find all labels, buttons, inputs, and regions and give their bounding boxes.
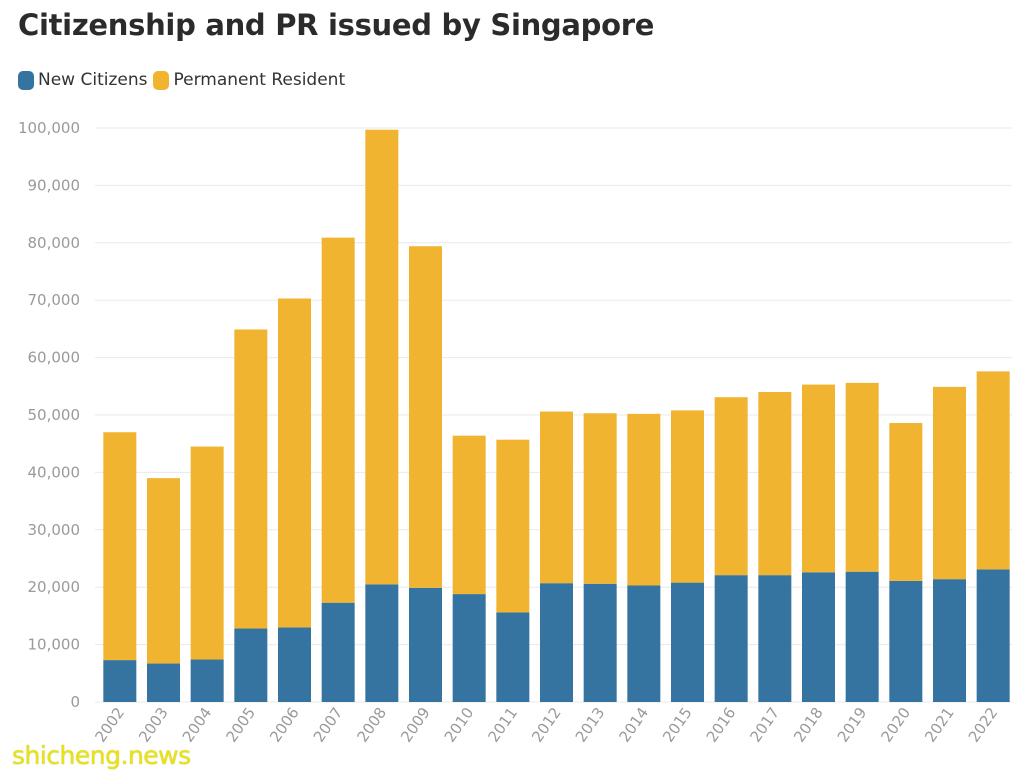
legend-label-new-citizens: New Citizens bbox=[38, 70, 148, 90]
legend-item-permanent-resident: Permanent Resident bbox=[153, 70, 345, 90]
legend-swatch-new-citizens bbox=[18, 70, 34, 90]
bar-permanent-resident bbox=[758, 392, 792, 576]
bar-new-citizens bbox=[103, 660, 137, 702]
bar-permanent-resident bbox=[190, 446, 224, 660]
chart-title: Citizenship and PR issued by Singapore bbox=[18, 8, 655, 42]
bar-new-citizens bbox=[190, 659, 224, 702]
bar-permanent-resident bbox=[540, 411, 573, 584]
x-tick-label: 2011 bbox=[484, 704, 521, 746]
bar-permanent-resident bbox=[845, 382, 879, 572]
bar-new-citizens bbox=[452, 594, 486, 702]
bar-permanent-resident bbox=[976, 371, 1010, 570]
bar-new-citizens bbox=[321, 602, 355, 702]
y-tick-label: 100,000 bbox=[18, 119, 80, 137]
chart-legend: New Citizens Permanent Resident bbox=[18, 70, 351, 90]
bar-new-citizens bbox=[933, 579, 966, 702]
bar-permanent-resident bbox=[496, 439, 530, 613]
x-tick-label: 2016 bbox=[703, 704, 740, 746]
bar-permanent-resident bbox=[409, 246, 442, 588]
bar-permanent-resident bbox=[802, 384, 835, 573]
bar-permanent-resident bbox=[234, 329, 268, 629]
y-tick-label: 0 bbox=[70, 693, 80, 711]
y-axis-ticks: 0 10,000 20,000 30,000 40,000 50,000 60,000 70,… bbox=[18, 119, 80, 711]
bar-permanent-resident bbox=[278, 298, 311, 628]
x-axis-ticks: 2002 2003 2004 2005 2006 2007 2008 2009 2010 2011… bbox=[91, 704, 1001, 746]
x-tick-label: 2022 bbox=[965, 704, 1002, 746]
bar-permanent-resident bbox=[933, 386, 966, 580]
x-tick-label: 2014 bbox=[615, 704, 652, 746]
x-tick-label: 2013 bbox=[572, 704, 609, 746]
x-tick-label: 2006 bbox=[266, 704, 303, 746]
bar-new-citizens bbox=[409, 587, 442, 702]
bar-new-citizens bbox=[976, 569, 1010, 702]
x-tick-label: 2005 bbox=[222, 704, 259, 746]
x-tick-label: 2008 bbox=[353, 704, 390, 746]
bar-permanent-resident bbox=[714, 397, 748, 576]
y-tick-label: 50,000 bbox=[28, 406, 81, 424]
x-tick-label: 2018 bbox=[790, 704, 827, 746]
bar-new-citizens bbox=[365, 584, 399, 702]
x-tick-label: 2017 bbox=[746, 704, 783, 746]
y-tick-label: 70,000 bbox=[28, 291, 81, 309]
legend-swatch-permanent-resident bbox=[153, 70, 170, 90]
bar-new-citizens bbox=[889, 580, 923, 702]
bar-permanent-resident bbox=[583, 413, 617, 584]
x-tick-label: 2003 bbox=[135, 704, 172, 746]
bar-new-citizens bbox=[714, 575, 748, 702]
x-tick-label: 2002 bbox=[91, 704, 128, 746]
bar-new-citizens bbox=[234, 628, 268, 702]
bars bbox=[103, 129, 1010, 702]
x-tick-label: 2020 bbox=[877, 704, 914, 746]
x-tick-label: 2009 bbox=[397, 704, 434, 746]
y-tick-label: 90,000 bbox=[28, 176, 81, 194]
bar-permanent-resident bbox=[147, 478, 180, 664]
x-tick-label: 2015 bbox=[659, 704, 696, 746]
bar-permanent-resident bbox=[103, 432, 137, 661]
bar-permanent-resident bbox=[452, 435, 486, 595]
bar-new-citizens bbox=[802, 572, 835, 702]
bar-permanent-resident bbox=[365, 129, 399, 585]
bar-permanent-resident bbox=[889, 423, 923, 581]
bar-new-citizens bbox=[496, 612, 530, 702]
y-tick-label: 20,000 bbox=[28, 578, 81, 596]
bar-new-citizens bbox=[627, 585, 661, 702]
bar-new-citizens bbox=[583, 583, 617, 702]
legend-label-permanent-resident: Permanent Resident bbox=[173, 70, 346, 90]
watermark-text: shicheng.news bbox=[12, 741, 191, 770]
legend-item-new-citizens: New Citizens bbox=[18, 70, 147, 90]
x-tick-label: 2010 bbox=[441, 704, 478, 746]
bar-permanent-resident bbox=[671, 410, 704, 583]
bar-new-citizens bbox=[278, 627, 311, 702]
bar-new-citizens bbox=[147, 663, 180, 702]
bar-new-citizens bbox=[758, 575, 792, 702]
x-tick-label: 2012 bbox=[528, 704, 565, 746]
bar-new-citizens bbox=[671, 582, 704, 702]
bar-new-citizens bbox=[845, 571, 879, 702]
x-tick-label: 2021 bbox=[921, 704, 958, 746]
x-tick-label: 2007 bbox=[310, 704, 347, 746]
y-tick-label: 10,000 bbox=[28, 636, 81, 654]
y-tick-label: 80,000 bbox=[28, 234, 81, 252]
x-tick-label: 2004 bbox=[179, 704, 216, 746]
y-tick-label: 60,000 bbox=[28, 349, 81, 367]
bar-new-citizens bbox=[540, 583, 573, 702]
y-tick-label: 40,000 bbox=[28, 463, 81, 481]
y-tick-label: 30,000 bbox=[28, 521, 81, 539]
bar-permanent-resident bbox=[627, 413, 661, 586]
x-tick-label: 2019 bbox=[834, 704, 871, 746]
bar-permanent-resident bbox=[321, 237, 355, 603]
